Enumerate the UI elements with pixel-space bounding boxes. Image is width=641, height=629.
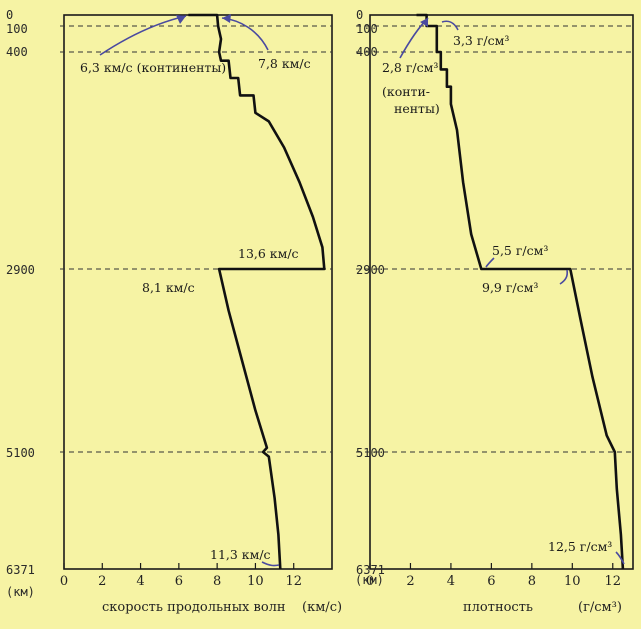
density-tick-label-6: 6: [487, 574, 495, 589]
arrowhead-v-continents: [176, 15, 186, 24]
arrow-d-55: [485, 257, 495, 268]
depth-label-left-100: 100: [6, 22, 28, 36]
arrow-v-78: [221, 17, 269, 51]
density-tick-label-10: 10: [564, 574, 581, 589]
annotation-d-99: 9,9 г/см³: [482, 280, 538, 295]
annotation-d-continents-2: ненты): [394, 101, 440, 116]
velocity-tick-label-6: 6: [175, 574, 183, 589]
density-x-unit: (г/см³): [578, 600, 622, 615]
velocity-tick-label-8: 8: [213, 574, 221, 589]
depth-label-right-100: 100: [356, 22, 378, 36]
velocity-curve: [188, 13, 326, 570]
velocity-tick-label-4: 4: [136, 574, 144, 589]
annotation-d-28: 2,8 г/см³: [382, 60, 438, 75]
annotation-d-33: 3,3 г/см³: [453, 33, 509, 48]
depth-label-left-400: 400: [6, 45, 28, 59]
velocity-x-ticks: 0 2 4 6 8 10 12: [60, 563, 302, 589]
arrow-d-125: [615, 551, 625, 565]
arrowhead-d-28: [420, 18, 428, 27]
velocity-tick-label-10: 10: [247, 574, 264, 589]
density-tick-label-4: 4: [447, 574, 455, 589]
arrow-v-113: [261, 561, 280, 567]
annotation-d-55: 5,5 г/см³: [492, 243, 548, 258]
depth-label-left-6371: 6371: [6, 563, 35, 577]
arrowhead-v-78: [222, 14, 231, 23]
annotation-v-continents: 6,3 км/с (континенты): [80, 60, 226, 75]
density-frame: [369, 14, 634, 570]
velocity-annotations: 6,3 км/с (континенты) 7,8 км/с 13,6 км/с…: [80, 14, 311, 567]
annotation-v-136: 13,6 км/с: [238, 246, 299, 261]
density-curve: [416, 13, 625, 570]
depth-label-left-5100: 5100: [6, 446, 35, 460]
velocity-frame: [63, 14, 333, 570]
depth-label-right-400: 400: [356, 45, 378, 59]
depth-label-left-2900: 2900: [6, 263, 35, 277]
depth-unit-right: (км): [355, 573, 384, 587]
depth-unit-left: (км): [6, 585, 35, 599]
annotation-d-125: 12,5 г/см³: [548, 539, 612, 554]
density-x-label: плотность: [463, 600, 533, 615]
density-tick-label-8: 8: [528, 574, 536, 589]
annotation-v-81: 8,1 км/с: [142, 280, 195, 295]
velocity-panel: 0 2 4 6 8 10 12 скорость продольных волн (км/с…: [60, 13, 342, 615]
velocity-tick-label-12: 12: [285, 574, 302, 589]
density-annotations: 3,3 г/см³ 2,8 г/см³ (конти- ненты) 5,5 г…: [382, 17, 625, 565]
depth-label-right-2900: 2900: [356, 263, 385, 277]
velocity-gridlines: [60, 25, 332, 453]
arrow-d-33: [441, 20, 459, 31]
annotation-v-113: 11,3 км/с: [210, 547, 271, 562]
velocity-tick-label-2: 2: [98, 574, 106, 589]
density-tick-label-0: 0: [366, 574, 374, 589]
velocity-x-unit: (км/с): [302, 600, 342, 615]
depth-label-right-5100: 5100: [356, 446, 385, 460]
density-x-ticks: 0 2 4 6 8 10 12: [366, 563, 621, 589]
density-panel: 0 2 4 6 8 10 12 плотность (г/см³): [356, 13, 634, 615]
arrow-d-99: [559, 269, 569, 285]
depth-label-left-0: 0: [6, 8, 13, 22]
depth-label-right-0: 0: [356, 8, 363, 22]
density-tick-label-2: 2: [406, 574, 414, 589]
density-tick-label-12: 12: [604, 574, 621, 589]
velocity-x-label: скорость продольных волн: [102, 600, 286, 615]
annotation-v-78: 7,8 км/с: [258, 56, 311, 71]
velocity-tick-label-0: 0: [60, 574, 68, 589]
annotation-d-continents-1: (конти-: [382, 84, 430, 99]
depth-label-right-6371: 6371: [356, 563, 385, 577]
arrow-v-continents: [99, 15, 187, 56]
